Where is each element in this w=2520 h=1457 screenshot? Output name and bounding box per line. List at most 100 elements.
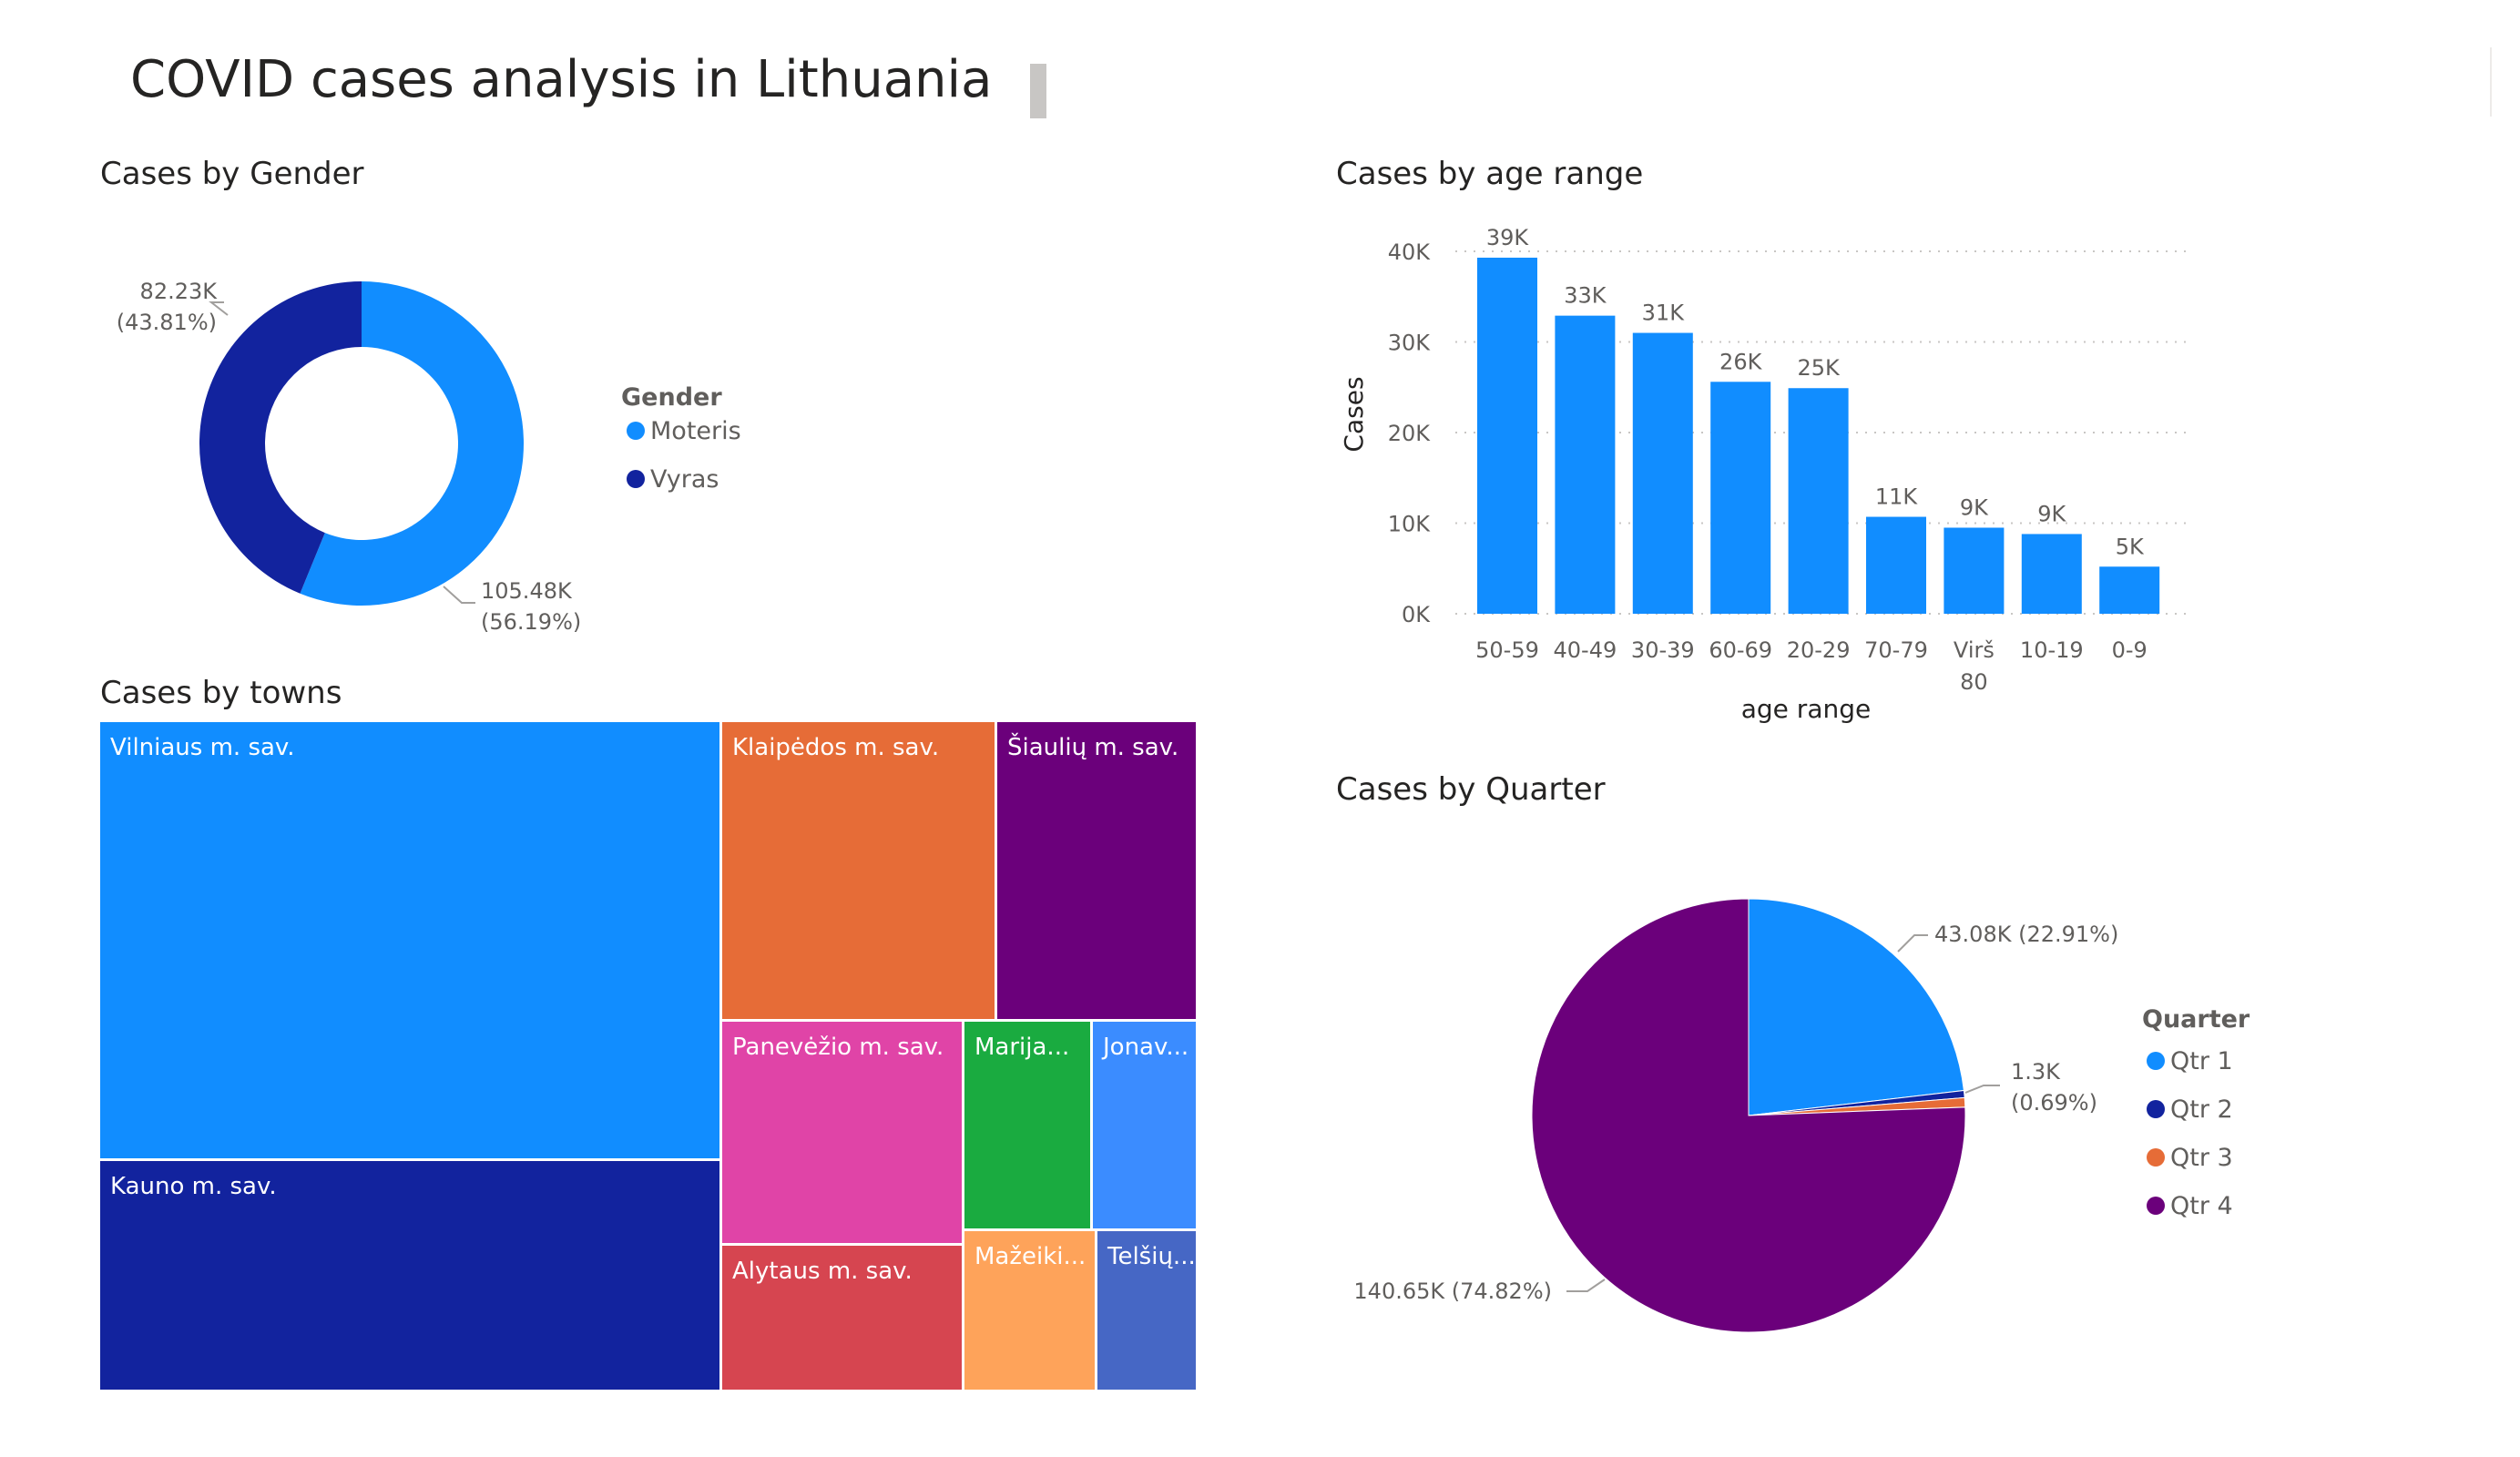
quarter-legend-item[interactable]: Qtr 3 [2170, 1144, 2233, 1172]
quarter-legend-title: Quarter [2142, 1005, 2250, 1034]
quarter-slice-qtr-4[interactable] [1531, 898, 1966, 1333]
age-bar[interactable] [2099, 566, 2160, 614]
quarter-pct-label-qtr-3: (0.69%) [2011, 1090, 2097, 1116]
treemap-tile[interactable]: Telšių... [1097, 1231, 1196, 1390]
age-data-label: 26K [1719, 349, 1763, 374]
treemap-tile-rect[interactable] [1097, 1231, 1196, 1390]
age-y-tick-label: 20K [1388, 421, 1432, 446]
gender-legend-marker-vyras [627, 470, 645, 488]
treemap-tile[interactable]: Mažeiki... [964, 1231, 1095, 1390]
treemap-tile[interactable]: Šiaulių m. sav. [997, 722, 1196, 1019]
age-y-tick-label: 40K [1388, 239, 1432, 265]
age-chart[interactable]: Cases by age range 0K 10K 20K 30K 40K 39K 33K… [1336, 156, 2186, 724]
age-bar[interactable] [1866, 516, 1926, 614]
towns-chart-title: Cases by towns [100, 675, 342, 711]
age-bar[interactable] [1944, 527, 2005, 614]
gender-legend-item-vyras[interactable]: Vyras [650, 465, 719, 494]
gender-legend-title: Gender [621, 383, 722, 412]
page-title: COVID cases analysis in Lithuania [130, 50, 992, 109]
age-bar[interactable] [1788, 388, 1849, 614]
gender-pct-label-moteris: (56.19%) [481, 609, 581, 635]
gender-slice-vyras[interactable] [199, 281, 362, 594]
treemap-tile-label: Vilniaus m. sav. [110, 734, 295, 761]
age-x-tick-label: 30-39 [1631, 637, 1695, 663]
gender-legend-item-moteris[interactable]: Moteris [650, 417, 741, 445]
treemap-tile[interactable]: Klaipėdos m. sav. [722, 722, 995, 1019]
gender-leader-line-vyras [209, 301, 229, 316]
treemap-tile-label: Jonav... [1101, 1034, 1189, 1061]
quarter-chart-title: Cases by Quarter [1336, 771, 1606, 808]
quarter-legend-item[interactable]: Qtr 4 [2170, 1192, 2233, 1220]
treemap-tile-label: Klaipėdos m. sav. [732, 734, 939, 761]
age-x-tick-label: 80 [1960, 669, 1988, 695]
quarter-chart[interactable]: Cases by Quarter 43.08K (22.91%) 1.3K (0.6… [1336, 771, 2250, 1333]
treemap-tile-label: Šiaulių m. sav. [1007, 732, 1178, 761]
age-x-tick-label: 0-9 [2112, 637, 2148, 663]
quarter-legend-marker [2147, 1197, 2165, 1215]
age-bar[interactable] [1477, 257, 1537, 614]
age-data-label: 9K [1960, 494, 1989, 520]
treemap-tile[interactable]: Vilniaus m. sav. [100, 722, 719, 1158]
age-data-label: 25K [1797, 355, 1841, 381]
age-y-tick-label: 10K [1388, 512, 1432, 537]
age-bar[interactable] [2021, 534, 2082, 614]
treemap-tile[interactable]: Marija... [964, 1022, 1090, 1228]
age-data-label: 33K [1564, 283, 1607, 309]
age-y-tick-label: 0K [1402, 602, 1431, 627]
treemap-tile-rect[interactable] [997, 722, 1196, 1019]
treemap-tile-label: Panevėžio m. sav. [732, 1034, 944, 1061]
age-data-label: 39K [1486, 225, 1530, 250]
quarter-legend-marker [2147, 1148, 2165, 1167]
gender-slice-moteris[interactable] [300, 281, 524, 606]
treemap-tile-rect[interactable] [100, 722, 719, 1158]
gender-value-label-vyras: 82.23K [140, 279, 219, 304]
gender-legend[interactable]: Gender Moteris Vyras [621, 383, 741, 494]
age-bar[interactable] [1710, 382, 1771, 614]
treemap-tile-label: Telšių... [1107, 1243, 1196, 1270]
age-data-label: 31K [1642, 301, 1686, 326]
age-x-tick-label: 40-49 [1554, 637, 1617, 663]
quarter-legend-item[interactable]: Qtr 2 [2170, 1095, 2233, 1124]
age-x-tick-label: Virš [1954, 637, 1995, 663]
quarter-legend-item[interactable]: Qtr 1 [2170, 1047, 2233, 1075]
quarter-legend[interactable]: Quarter Qtr 1 Qtr 2 Qtr 3 Qtr 4 [2142, 1005, 2250, 1220]
age-bar[interactable] [1555, 315, 1616, 614]
age-x-tick-label: 60-69 [1709, 637, 1772, 663]
quarter-slice-qtr-1[interactable] [1748, 898, 1964, 1116]
treemap-tile-label: Marija... [974, 1034, 1069, 1061]
treemap-tile-rect[interactable] [964, 1231, 1095, 1390]
quarter-value-label-qtr-3: 1.3K [2011, 1059, 2061, 1085]
treemap-tile[interactable]: Panevėžio m. sav. [722, 1022, 962, 1243]
age-x-axis-title: age range [1741, 694, 1871, 724]
treemap-tile-rect[interactable] [722, 1246, 962, 1390]
gender-legend-marker-moteris [627, 422, 645, 440]
quarter-leader-line-qtr-3 [1964, 1085, 2000, 1094]
treemap-tile[interactable]: Alytaus m. sav. [722, 1246, 962, 1390]
treemap-tile[interactable]: Kauno m. sav. [100, 1161, 719, 1390]
treemap-tile-label: Mažeiki... [974, 1243, 1086, 1270]
treemap-tile[interactable]: Jonav... [1093, 1022, 1196, 1228]
treemap-tile-rect[interactable] [722, 722, 995, 1019]
age-data-label: 9K [2037, 501, 2066, 526]
gender-chart[interactable]: Cases by Gender 105.48K (56.19%) 82.23K (43… [100, 156, 741, 635]
gender-pct-label-vyras: (43.81%) [117, 310, 217, 335]
treemap-tile-rect[interactable] [722, 1022, 962, 1243]
quarter-data-label-qtr-4: 140.65K (74.82%) [1353, 1279, 1552, 1304]
age-x-tick-label: 70-79 [1864, 637, 1928, 663]
quarter-leader-line-qtr-1 [1897, 934, 1928, 953]
gender-leader-line-moteris [443, 586, 475, 604]
age-bar[interactable] [1632, 332, 1693, 614]
age-x-tick-label: 20-29 [1787, 637, 1851, 663]
age-chart-title: Cases by age range [1336, 156, 1643, 192]
quarter-legend-marker [2147, 1100, 2165, 1118]
gender-chart-title: Cases by Gender [100, 156, 364, 192]
treemap-tile-rect[interactable] [964, 1022, 1090, 1228]
quarter-legend-marker [2147, 1052, 2165, 1070]
towns-chart[interactable]: Cases by towns Vilniaus m. sav. Kauno m. … [100, 675, 1196, 1390]
age-x-tick-label: 50-59 [1475, 637, 1539, 663]
treemap-tile-rect[interactable] [100, 1161, 719, 1390]
age-y-axis-title: Cases [1339, 376, 1369, 452]
age-data-label: 11K [1875, 484, 1919, 510]
treemap-tile-rect[interactable] [1093, 1022, 1196, 1228]
